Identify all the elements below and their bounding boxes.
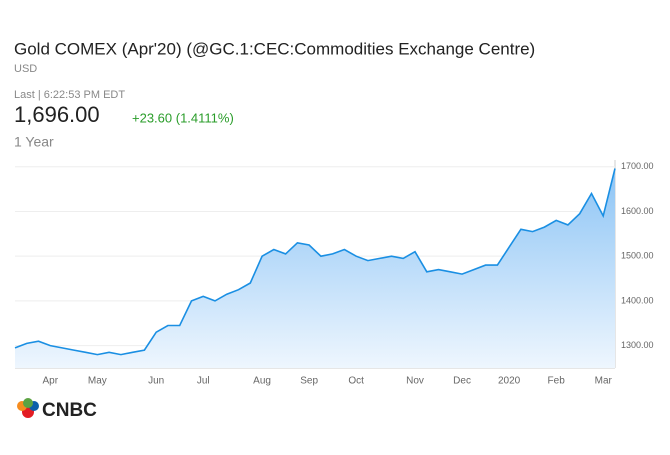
y-tick-label: 1700.00 [621, 161, 654, 171]
x-tick-label: Dec [453, 376, 471, 387]
y-tick-label: 1500.00 [621, 251, 654, 261]
logo: CNBC [17, 398, 97, 421]
price: 1,696.00 [14, 102, 100, 127]
x-tick-label: Jun [148, 376, 164, 387]
x-tick-label: May [88, 376, 107, 387]
title: Gold COMEX (Apr'20) (@GC.1:CEC:Commoditi… [14, 39, 535, 58]
x-tick-label: Aug [253, 376, 271, 387]
y-tick-label: 1600.00 [621, 206, 654, 216]
y-tick-label: 1300.00 [621, 340, 654, 350]
range: 1 Year [14, 134, 54, 150]
x-tick-label: Feb [548, 376, 566, 387]
x-tick-label: Apr [43, 376, 59, 387]
x-tick-label: Oct [348, 376, 364, 387]
x-tick-label: Nov [406, 376, 424, 387]
x-tick-label: 2020 [498, 376, 521, 387]
currency: USD [14, 63, 37, 75]
area [15, 168, 615, 368]
logo-text: CNBC [42, 400, 97, 421]
x-tick-label: Mar [595, 376, 613, 387]
last-time: Last | 6:22:53 PM EDT [14, 89, 125, 101]
x-tick-label: Sep [300, 376, 318, 387]
x-tick-label: Jul [197, 376, 210, 387]
y-tick-label: 1400.00 [621, 295, 654, 305]
change: +23.60 (1.4111%) [132, 110, 234, 125]
line [14, 168, 616, 356]
